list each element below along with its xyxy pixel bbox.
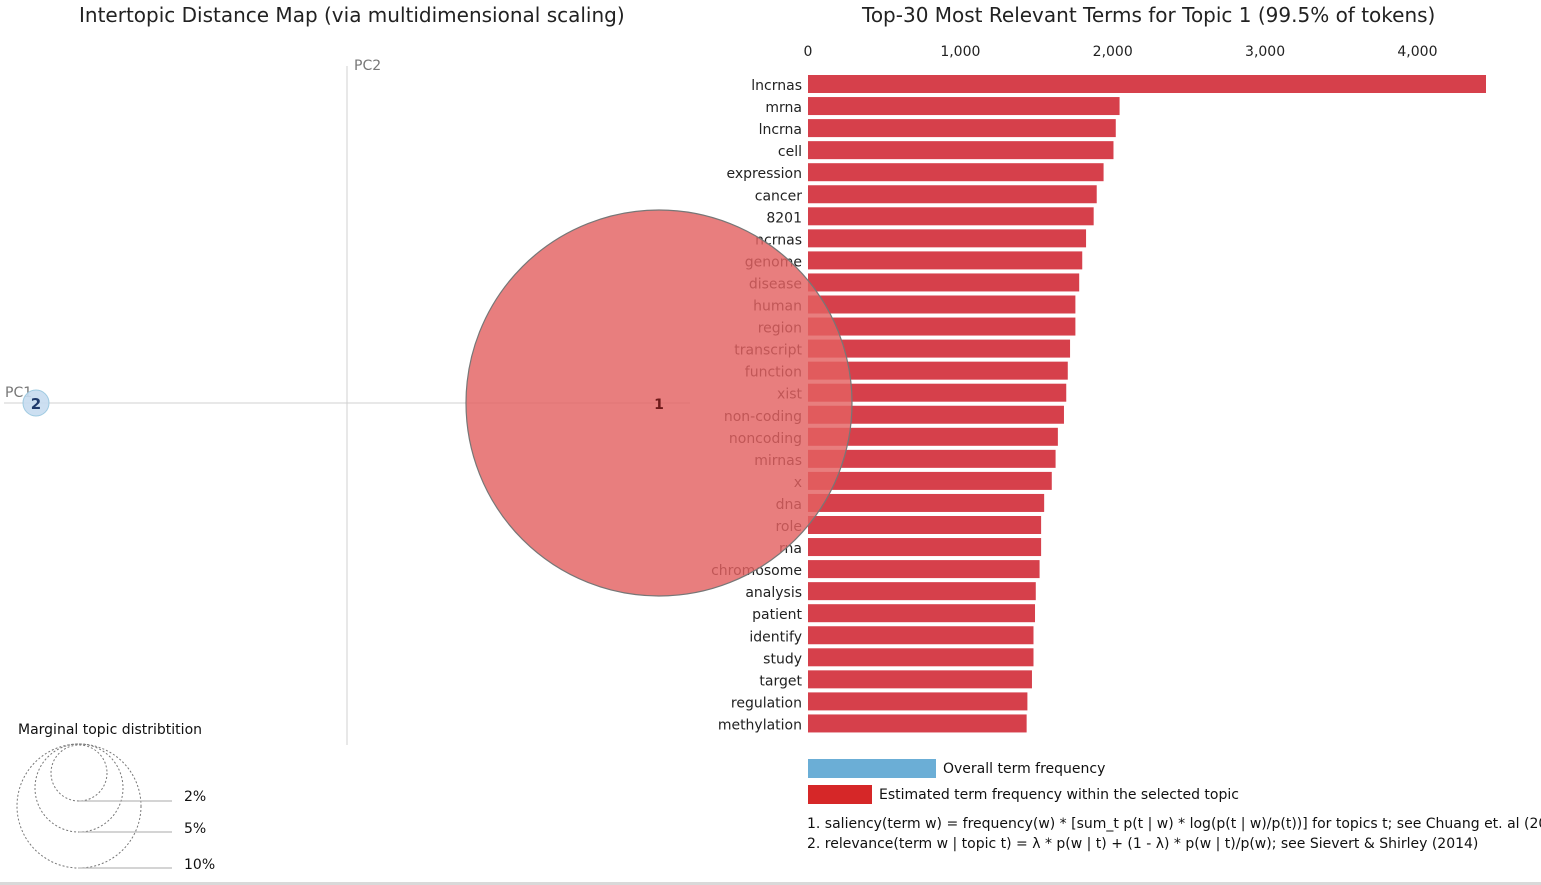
chart-legend: Overall term frequency Estimated term fr… <box>808 759 1239 804</box>
bar-human[interactable] <box>808 295 1076 314</box>
marginal-label-2pct: 2% <box>184 789 206 805</box>
term-label[interactable]: lncrnas <box>751 78 802 94</box>
bar-regulation[interactable] <box>808 692 1028 711</box>
x-tick-label: 0 <box>804 44 813 60</box>
footnote-relevance: 2. relevance(term w | topic t) = λ * p(w… <box>807 836 1478 852</box>
marginal-title: Marginal topic distribtition <box>18 722 202 738</box>
term-label[interactable]: analysis <box>745 585 802 601</box>
term-label[interactable]: cell <box>778 144 802 160</box>
footnote-saliency: 1. saliency(term w) = frequency(w) * [su… <box>807 816 1541 832</box>
bar-methylation[interactable] <box>808 714 1027 733</box>
marginal-circle-5pct <box>34 743 124 833</box>
legend-swatch-estimated <box>808 785 872 804</box>
bar-x[interactable] <box>808 471 1052 490</box>
term-label[interactable]: 8201 <box>766 210 802 226</box>
x-axis-ticks: 0 1,000 2,000 3,000 4,000 <box>804 44 1438 60</box>
bar-study[interactable] <box>808 648 1034 667</box>
marginal-legend <box>16 743 142 869</box>
bar-non-coding[interactable] <box>808 405 1064 424</box>
bar-mirnas[interactable] <box>808 449 1056 468</box>
bar-xist[interactable] <box>808 383 1067 402</box>
term-label[interactable]: lncrna <box>759 122 802 138</box>
x-tick-label: 1,000 <box>940 44 980 60</box>
legend-swatch-overall <box>808 759 936 778</box>
bar-rna[interactable] <box>808 538 1042 557</box>
pc2-label: PC2 <box>354 58 381 74</box>
bar-expression[interactable] <box>808 163 1104 182</box>
legend-label-overall: Overall term frequency <box>943 761 1105 777</box>
bar-chromosome[interactable] <box>808 560 1040 579</box>
bar-ncrnas[interactable] <box>808 229 1087 248</box>
term-label[interactable]: target <box>759 673 802 689</box>
bar-noncoding[interactable] <box>808 427 1058 446</box>
marginal-label-10pct: 10% <box>184 857 215 873</box>
term-label[interactable]: expression <box>726 166 802 182</box>
x-tick-label: 2,000 <box>1093 44 1133 60</box>
bar-cancer[interactable] <box>808 185 1097 204</box>
bar-cell[interactable] <box>808 141 1114 160</box>
bar-patient[interactable] <box>808 604 1036 623</box>
bottom-border <box>0 882 1541 885</box>
bar-mrna[interactable] <box>808 97 1120 116</box>
bar-chart-title: Top-30 Most Relevant Terms for Topic 1 (… <box>861 3 1435 27</box>
bar-lncrnas[interactable] <box>808 75 1486 93</box>
term-label[interactable]: cancer <box>755 188 802 204</box>
topic-circle-2[interactable] <box>22 389 50 417</box>
marginal-circle-10pct <box>16 743 142 869</box>
term-label[interactable]: methylation <box>718 717 802 733</box>
bar-genome[interactable] <box>808 251 1083 270</box>
topic-circle-1-label: 1 <box>654 397 664 413</box>
bar-8201[interactable] <box>808 207 1094 226</box>
bar-function[interactable] <box>808 361 1068 380</box>
x-tick-label: 3,000 <box>1245 44 1285 60</box>
marginal-label-5pct: 5% <box>184 821 206 837</box>
term-label[interactable]: patient <box>752 607 802 623</box>
bar-disease[interactable] <box>808 273 1080 292</box>
term-label[interactable]: regulation <box>731 695 802 711</box>
intertopic-map-title: Intertopic Distance Map (via multidimens… <box>79 3 625 27</box>
bar-role[interactable] <box>808 516 1042 534</box>
x-tick-label: 4,000 <box>1397 44 1437 60</box>
bar-transcript[interactable] <box>808 339 1071 358</box>
bars <box>808 75 1486 733</box>
topic-circle-1[interactable] <box>465 209 853 597</box>
bar-lncrna[interactable] <box>808 119 1116 138</box>
bar-analysis[interactable] <box>808 582 1036 601</box>
term-label[interactable]: identify <box>749 629 802 645</box>
bar-region[interactable] <box>808 317 1076 336</box>
bar-target[interactable] <box>808 670 1032 689</box>
bar-dna[interactable] <box>808 493 1045 512</box>
intertopic-map: Intertopic Distance Map (via multidimens… <box>4 3 690 873</box>
bar-identify[interactable] <box>808 626 1034 645</box>
topic-circle-2-label: 2 <box>31 395 41 413</box>
marginal-circle-2pct <box>50 744 108 802</box>
term-label[interactable]: mrna <box>765 100 802 116</box>
legend-label-estimated: Estimated term frequency within the sele… <box>879 787 1239 803</box>
term-label[interactable]: study <box>763 651 802 667</box>
